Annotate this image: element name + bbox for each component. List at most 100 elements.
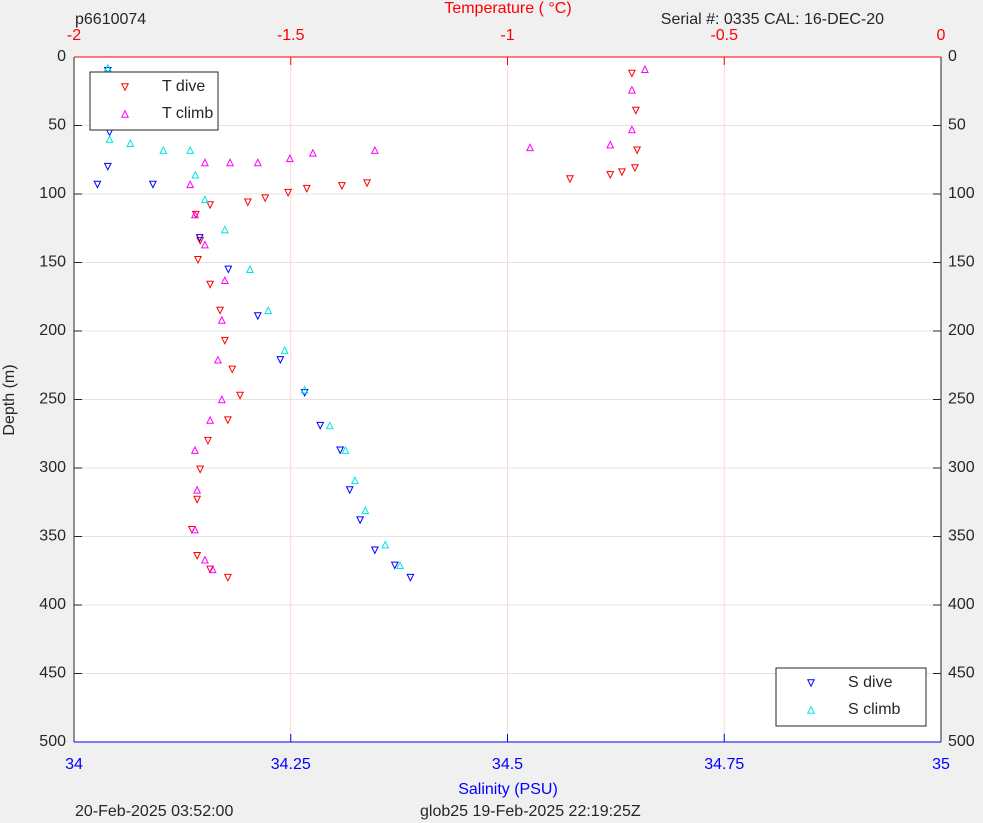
- point: [633, 146, 642, 155]
- point: [193, 495, 202, 504]
- y-tick-label: 300: [39, 459, 66, 476]
- point: [308, 148, 317, 157]
- point: [223, 416, 232, 425]
- y2-tick-label: 150: [948, 254, 975, 271]
- point: [337, 182, 346, 191]
- point: [350, 476, 359, 485]
- point: [341, 445, 350, 454]
- y-tick-label: 350: [39, 528, 66, 545]
- point: [390, 561, 399, 570]
- point: [191, 210, 200, 219]
- x-tick-label: 34.75: [704, 756, 744, 773]
- point: [316, 421, 325, 430]
- point: [105, 134, 114, 143]
- point: [220, 225, 229, 234]
- point: [217, 395, 226, 404]
- point: [228, 365, 237, 374]
- x2-tick-label: -0.5: [710, 27, 738, 44]
- point: [285, 154, 294, 163]
- y-tick-label: 150: [39, 254, 66, 271]
- point: [276, 356, 285, 365]
- legend-box: [775, 667, 927, 727]
- point: [159, 145, 168, 154]
- point: [103, 63, 112, 72]
- point: [370, 546, 379, 555]
- y2-tick-label: 200: [948, 322, 975, 339]
- point: [617, 168, 626, 177]
- point: [193, 551, 202, 560]
- point: [406, 573, 415, 582]
- point: [253, 312, 262, 321]
- point: [640, 65, 649, 74]
- point: [606, 171, 615, 180]
- point: [370, 145, 379, 154]
- point: [206, 415, 215, 424]
- point: [261, 194, 270, 203]
- title-right: Serial #: 0335 CAL: 16-DEC-20: [661, 11, 884, 28]
- x-tick-label: 34.25: [271, 756, 311, 773]
- point: [206, 201, 215, 210]
- x2-tick-label: -1: [500, 27, 514, 44]
- legend-marker: [120, 83, 130, 92]
- point: [203, 436, 212, 445]
- x-axis-label: Salinity (PSU): [458, 781, 558, 798]
- point: [220, 275, 229, 285]
- y-tick-label: 250: [39, 391, 66, 408]
- point: [208, 565, 217, 574]
- point: [630, 164, 639, 173]
- y-tick-label: 0: [57, 48, 66, 65]
- legend-box: [89, 71, 219, 131]
- point: [213, 355, 222, 364]
- point: [627, 85, 636, 94]
- point: [245, 265, 255, 274]
- legend-marker: [806, 705, 816, 714]
- y-tick-label: 450: [39, 665, 66, 682]
- legend-marker: [120, 109, 130, 118]
- point: [236, 391, 245, 400]
- point: [300, 385, 309, 394]
- point: [526, 143, 535, 152]
- point: [325, 421, 334, 430]
- point: [200, 555, 209, 564]
- point: [243, 198, 252, 207]
- point: [186, 145, 195, 154]
- point: [220, 336, 229, 345]
- point: [217, 315, 226, 324]
- y-tick-label: 500: [39, 733, 66, 750]
- point: [190, 525, 199, 534]
- footer-right: glob25 19-Feb-2025 22:19:25Z: [420, 803, 641, 820]
- point: [206, 565, 215, 574]
- point: [190, 445, 199, 454]
- point: [191, 170, 200, 179]
- point: [126, 138, 135, 148]
- point: [93, 180, 102, 189]
- legend-marker: [806, 679, 816, 688]
- point: [606, 140, 615, 149]
- point: [196, 465, 205, 474]
- y-axis-label: Depth (m): [1, 364, 18, 435]
- y2-tick-label: 400: [948, 596, 975, 613]
- y2-tick-label: 450: [948, 665, 975, 682]
- point: [216, 306, 225, 315]
- point: [336, 446, 345, 455]
- point: [206, 280, 215, 289]
- y2-tick-label: 350: [948, 528, 975, 545]
- point: [565, 175, 574, 184]
- point: [190, 210, 199, 219]
- point: [200, 158, 209, 167]
- y2-tick-label: 300: [948, 459, 975, 476]
- legend-label: T dive: [162, 78, 205, 95]
- point: [223, 573, 232, 582]
- point: [284, 188, 293, 197]
- y-tick-label: 50: [48, 117, 66, 134]
- point: [363, 179, 372, 188]
- y2-tick-label: 0: [948, 48, 957, 65]
- point: [631, 106, 640, 115]
- legend-label: T climb: [162, 105, 213, 122]
- y-tick-label: 200: [39, 322, 66, 339]
- x2-tick-label: -1.5: [277, 27, 305, 44]
- point: [345, 486, 354, 495]
- y2-tick-label: 250: [948, 391, 975, 408]
